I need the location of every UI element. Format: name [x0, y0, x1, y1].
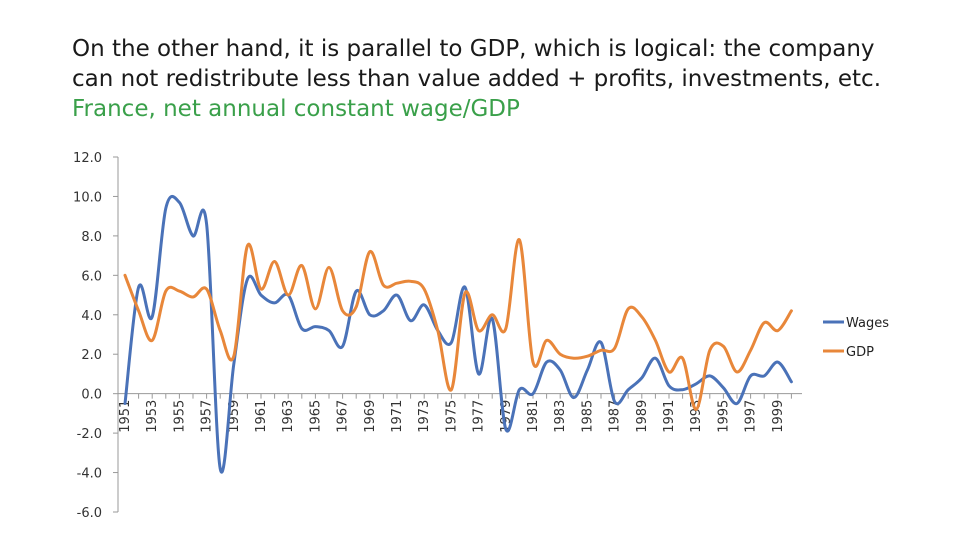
chart-subtitle: France, net annual constant wage/GDP [72, 96, 520, 122]
series-line-wages [123, 194, 793, 474]
legend-label-gdp: GDP [846, 345, 874, 360]
y-tick-label: 2.0 [81, 348, 102, 363]
x-tick-label: 1975 [444, 400, 459, 433]
x-tick-label: 1985 [580, 400, 595, 433]
x-tick-label: 1973 [417, 400, 432, 433]
y-tick-label: -4.0 [77, 467, 102, 482]
x-tick-label: 1961 [254, 400, 269, 433]
x-tick-label: 1957 [200, 400, 215, 433]
x-tick-label: 1995 [716, 400, 731, 433]
y-tick-label: 4.0 [81, 309, 102, 324]
x-tick-label: 1963 [281, 400, 296, 433]
title-line-1: On the other hand, it is parallel to GDP… [72, 36, 875, 62]
x-tick-label: 1953 [145, 400, 160, 433]
title-line-2: can not redistribute less than value add… [72, 66, 882, 92]
series-line-gdp [123, 238, 793, 411]
x-tick-label: 1981 [526, 400, 541, 433]
x-tick-label: 1967 [336, 400, 351, 433]
y-tick-label: 6.0 [81, 269, 102, 284]
x-tick-label: 1983 [553, 400, 568, 433]
y-tick-label: -2.0 [77, 427, 102, 442]
x-tick-label: 1999 [771, 400, 786, 433]
x-tick-label: 1977 [472, 400, 487, 433]
y-tick-label: 12.0 [73, 151, 102, 166]
x-tick-label: 1971 [390, 400, 405, 433]
x-tick-label: 1955 [172, 400, 187, 433]
legend-label-wages: Wages [846, 316, 889, 331]
slide-title: On the other hand, it is parallel to GDP… [72, 34, 942, 124]
y-tick-label: 10.0 [73, 190, 102, 205]
x-tick-label: 1965 [308, 400, 323, 433]
x-tick-label: 1987 [608, 400, 623, 433]
x-tick-label: 1997 [744, 400, 759, 433]
x-tick-label: 1951 [118, 400, 133, 433]
x-tick-label: 1989 [635, 400, 650, 433]
y-tick-label: 8.0 [81, 230, 102, 245]
x-tick-label: 1969 [363, 400, 378, 433]
x-tick-label: 1993 [689, 400, 704, 433]
y-tick-label: 0.0 [81, 388, 102, 403]
y-tick-label: -6.0 [77, 506, 102, 521]
x-tick-label: 1991 [662, 400, 677, 433]
